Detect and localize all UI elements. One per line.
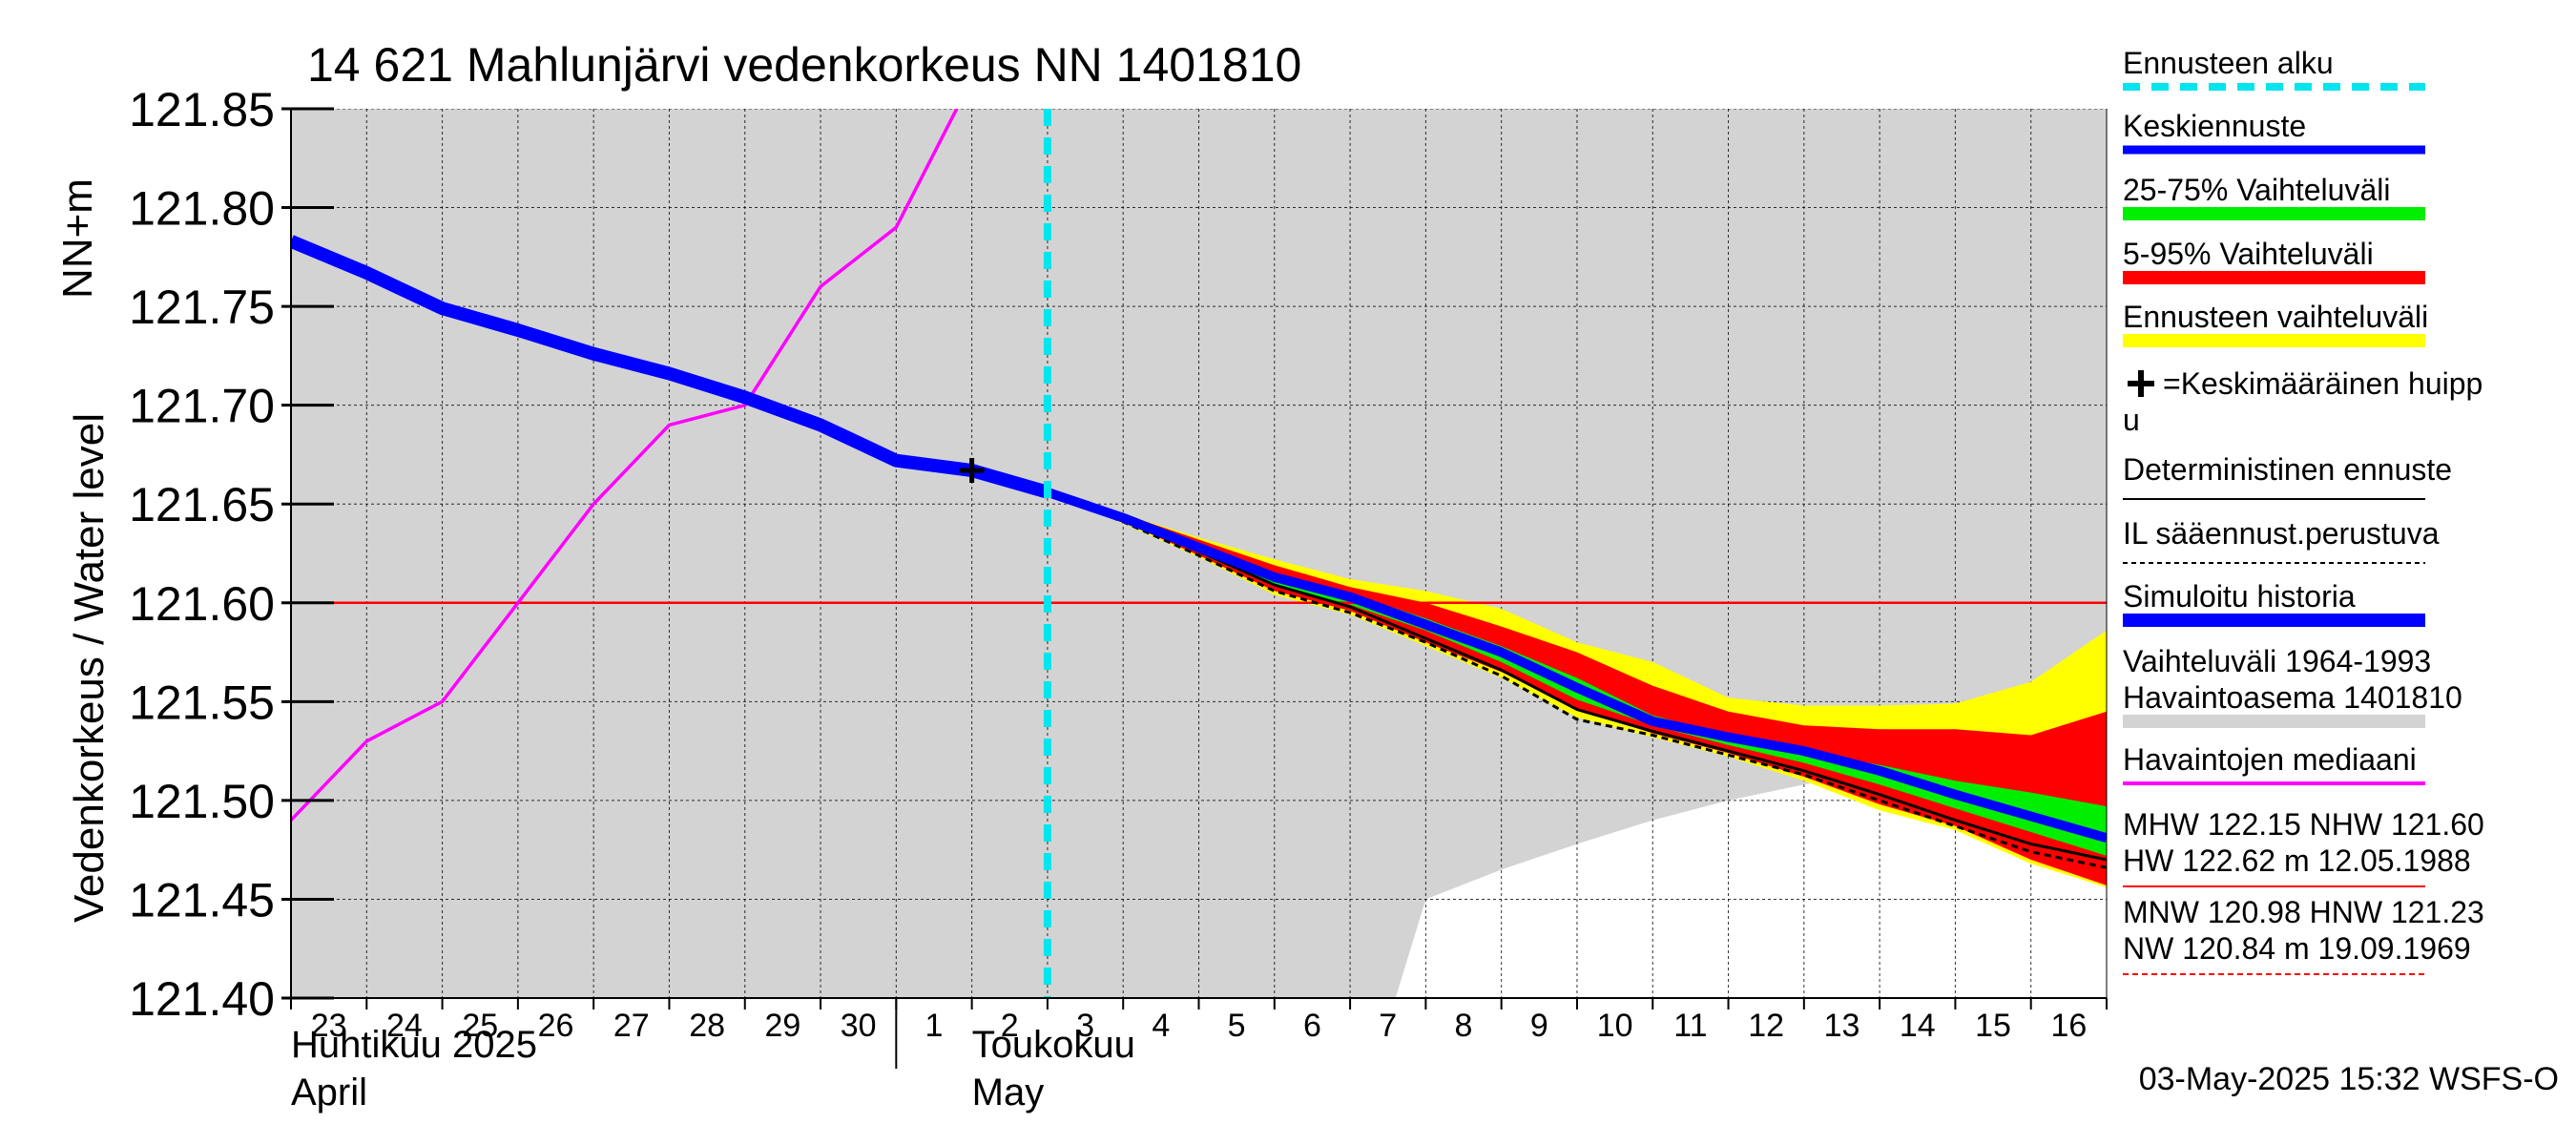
legend-label-nw: MNW 120.98 HNW 121.23 [2123, 895, 2484, 929]
x-tick-label: 11 [1673, 1008, 1707, 1044]
y-tick-label: 121.55 [129, 676, 275, 729]
legend-label-history-range: Vaihteluväli 1964-1993 [2123, 644, 2431, 678]
month-label: Toukokuu [972, 1024, 1135, 1066]
y-tick-label: 121.60 [129, 577, 275, 631]
y-axis-label: Vedenkorkeus / Water level [66, 413, 113, 923]
x-tick-label: 2 [1001, 1008, 1019, 1044]
y-axis-ticks: 121.40 121.45 121.50 121.55 121.60 121.65 121.… [129, 83, 334, 1026]
timestamp: 03-May-2025 15:32 WSFS-O [2139, 1061, 2559, 1097]
x-tick-label: 24 [386, 1008, 423, 1044]
legend-label2-hw: HW 122.62 m 12.05.1988 [2123, 843, 2471, 878]
legend-label-hw: MHW 122.15 NHW 121.60 [2123, 807, 2484, 842]
x-tick-label: 29 [764, 1008, 800, 1044]
median-forecast-line [1046, 488, 2107, 843]
month-label: Huhtikuu 2025 [291, 1024, 537, 1066]
month-label-en: May [972, 1072, 1045, 1114]
legend-label-p25-75: 25-75% Vaihteluväli [2123, 173, 2390, 207]
x-tick-label: 7 [1379, 1008, 1397, 1044]
x-tick-label: 12 [1748, 1008, 1784, 1044]
y-tick-label: 121.65 [129, 478, 275, 531]
y-tick-label: 121.40 [129, 972, 275, 1026]
x-tick-label: 25 [462, 1008, 498, 1044]
x-tick-label: 9 [1530, 1008, 1548, 1044]
y-tick-label: 121.70 [129, 380, 275, 433]
legend-label-simulated: Simuloitu historia [2123, 579, 2356, 614]
x-tick-label: 23 [311, 1008, 347, 1044]
chart-title: 14 621 Mahlunjärvi vedenkorkeus NN 14018… [307, 38, 1301, 92]
y-tick-label: 121.75 [129, 281, 275, 334]
x-tick-label: 30 [841, 1008, 877, 1044]
x-tick-label: 16 [2050, 1008, 2087, 1044]
x-tick-label: 28 [689, 1008, 725, 1044]
legend-label-il: IL sääennust.perustuva [2123, 516, 2440, 551]
x-axis-ticks: 23 24 25 26 27 28 29 30 1 2 3 4 5 6 7 8 9 10 11 12 13 14 15 16H… [290, 998, 2108, 1114]
y-tick-label: 121.80 [129, 182, 275, 236]
plot-area [290, 109, 2108, 999]
x-tick-label: 1 [925, 1008, 944, 1044]
legend-label-peak: =Keskimääräinen huipp [2163, 366, 2483, 401]
observed-median-line [291, 109, 959, 822]
y-tick-label: 121.50 [129, 775, 275, 828]
legend-label-median-forecast: Keskiennuste [2123, 109, 2306, 143]
x-tick-label: 6 [1303, 1008, 1321, 1044]
x-tick-label: 26 [538, 1008, 574, 1044]
x-tick-label: 14 [1900, 1008, 1936, 1044]
legend-label2-peak: u [2123, 403, 2140, 437]
month-label-en: April [291, 1072, 367, 1114]
legend-label2-nw: NW 120.84 m 19.09.1969 [2123, 931, 2471, 966]
y-tick-label: 121.45 [129, 873, 275, 926]
y-axis-unit: NN+m [54, 178, 101, 299]
x-tick-label: 4 [1152, 1008, 1170, 1044]
x-tick-label: 15 [1975, 1008, 2011, 1044]
plot-content [291, 109, 2107, 998]
legend-label-observed-median: Havaintojen mediaani [2123, 742, 2417, 777]
legend-label-deterministic: Deterministinen ennuste [2123, 452, 2452, 487]
x-tick-label: 10 [1597, 1008, 1633, 1044]
x-tick-label: 13 [1824, 1008, 1860, 1044]
x-tick-label: 5 [1228, 1008, 1246, 1044]
legend-label-forecast-start: Ennusteen alku [2123, 46, 2334, 80]
x-tick-label: 3 [1076, 1008, 1094, 1044]
legend-label-p5-95: 5-95% Vaihteluväli [2123, 237, 2374, 271]
legend: Ennusteen alku Keskiennuste 25-75% Vaihtel… [2123, 46, 2484, 975]
legend-label-forecast-range: Ennusteen vaihteluväli [2123, 300, 2428, 334]
simulated-history-line [291, 235, 1049, 499]
x-tick-label: 8 [1455, 1008, 1473, 1044]
deterministic-line [1047, 490, 2107, 862]
x-tick-label: 27 [613, 1008, 650, 1044]
legend-label2-history-range: Havaintoasema 1401810 [2123, 680, 2462, 715]
il-forecast-line [1047, 490, 2107, 869]
y-tick-label: 121.85 [129, 83, 275, 136]
